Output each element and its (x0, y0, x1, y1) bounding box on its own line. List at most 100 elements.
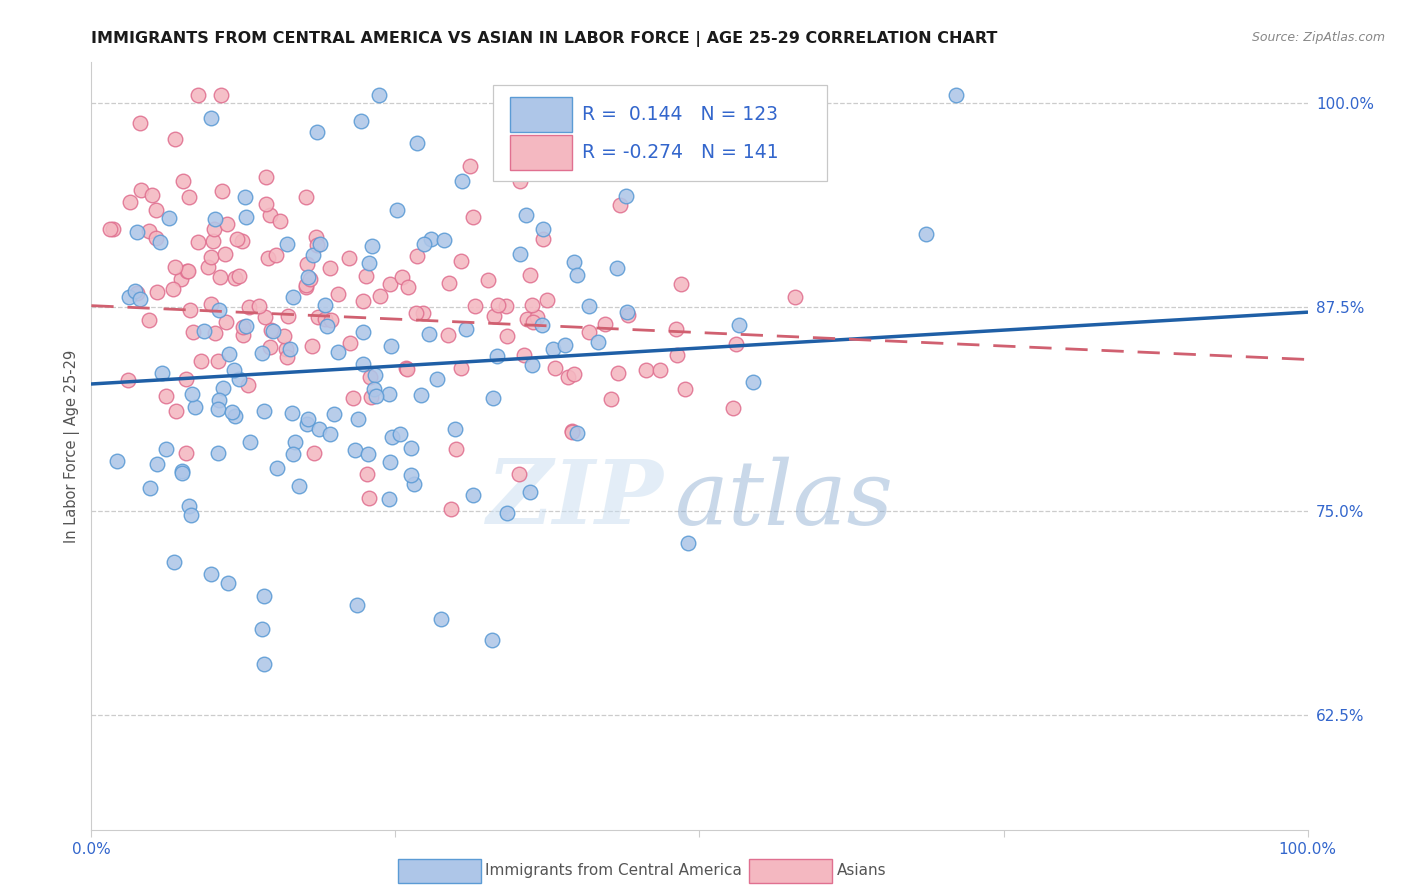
Point (385, 203, 408, 218)
Point (352, 357, 374, 371)
Point (232, 328, 254, 343)
Point (496, 329, 519, 343)
Point (562, 255, 585, 269)
Point (283, 435, 305, 450)
Point (170, 466, 193, 480)
Point (561, 425, 583, 439)
Point (238, 300, 260, 314)
Point (165, 132, 187, 146)
Point (515, 208, 537, 222)
Point (247, 299, 270, 313)
Point (593, 317, 616, 331)
Point (141, 188, 163, 202)
Point (361, 239, 384, 253)
Point (360, 390, 382, 404)
Point (129, 183, 152, 197)
Point (190, 353, 212, 368)
Point (444, 422, 467, 436)
Point (314, 298, 336, 312)
Point (200, 297, 222, 311)
Text: ZIP: ZIP (486, 457, 664, 543)
Point (650, 362, 672, 376)
Point (172, 464, 194, 478)
Point (207, 302, 229, 317)
Point (193, 324, 215, 338)
Point (377, 492, 399, 507)
Point (202, 221, 225, 235)
Point (477, 273, 499, 287)
Point (138, 481, 160, 495)
Point (578, 326, 600, 340)
Point (266, 461, 288, 475)
Point (162, 282, 184, 296)
Text: R = -0.274   N = 141: R = -0.274 N = 141 (582, 143, 778, 161)
Point (363, 382, 385, 396)
Point (606, 260, 628, 275)
FancyBboxPatch shape (510, 135, 572, 169)
Point (127, 285, 149, 300)
Point (516, 311, 538, 326)
Point (444, 442, 467, 457)
Point (578, 299, 600, 313)
Point (208, 270, 231, 285)
Point (276, 350, 298, 364)
Point (346, 412, 368, 426)
Y-axis label: In Labor Force | Age 25-29: In Labor Force | Age 25-29 (65, 350, 80, 542)
Point (426, 372, 449, 386)
Point (401, 441, 423, 455)
Point (179, 303, 201, 318)
Point (557, 370, 579, 384)
Point (413, 237, 436, 252)
Point (211, 184, 233, 198)
Point (606, 367, 628, 381)
Point (406, 136, 429, 150)
Point (359, 370, 381, 384)
Point (253, 590, 276, 604)
Point (129, 116, 152, 130)
FancyBboxPatch shape (510, 97, 572, 132)
Point (103, 222, 125, 236)
Point (395, 360, 418, 375)
Point (146, 457, 169, 471)
Point (509, 174, 531, 188)
Point (295, 277, 318, 292)
Point (301, 247, 323, 261)
Point (522, 315, 544, 329)
Point (600, 392, 623, 407)
Point (235, 318, 257, 333)
Point (305, 230, 328, 244)
Point (163, 260, 186, 274)
Point (163, 555, 186, 569)
Point (254, 169, 277, 184)
Point (406, 249, 429, 263)
Point (565, 426, 588, 441)
Point (356, 467, 378, 482)
Point (202, 234, 225, 248)
Point (124, 284, 146, 298)
Point (346, 598, 368, 612)
Point (252, 404, 274, 418)
Point (288, 479, 311, 493)
Point (118, 290, 141, 304)
Point (354, 269, 377, 284)
Point (430, 611, 453, 625)
Point (257, 251, 280, 265)
Point (399, 467, 422, 482)
Point (541, 342, 564, 356)
Point (120, 194, 142, 209)
Point (484, 309, 506, 323)
Point (318, 426, 340, 441)
Point (254, 197, 277, 211)
Point (357, 447, 380, 461)
Point (567, 268, 589, 283)
Point (433, 233, 456, 247)
Point (217, 576, 239, 591)
Point (232, 319, 254, 334)
Point (233, 190, 256, 204)
Point (388, 427, 411, 442)
Point (366, 389, 388, 403)
Point (669, 277, 692, 292)
Point (259, 340, 281, 354)
Point (496, 506, 519, 520)
Point (464, 299, 486, 313)
